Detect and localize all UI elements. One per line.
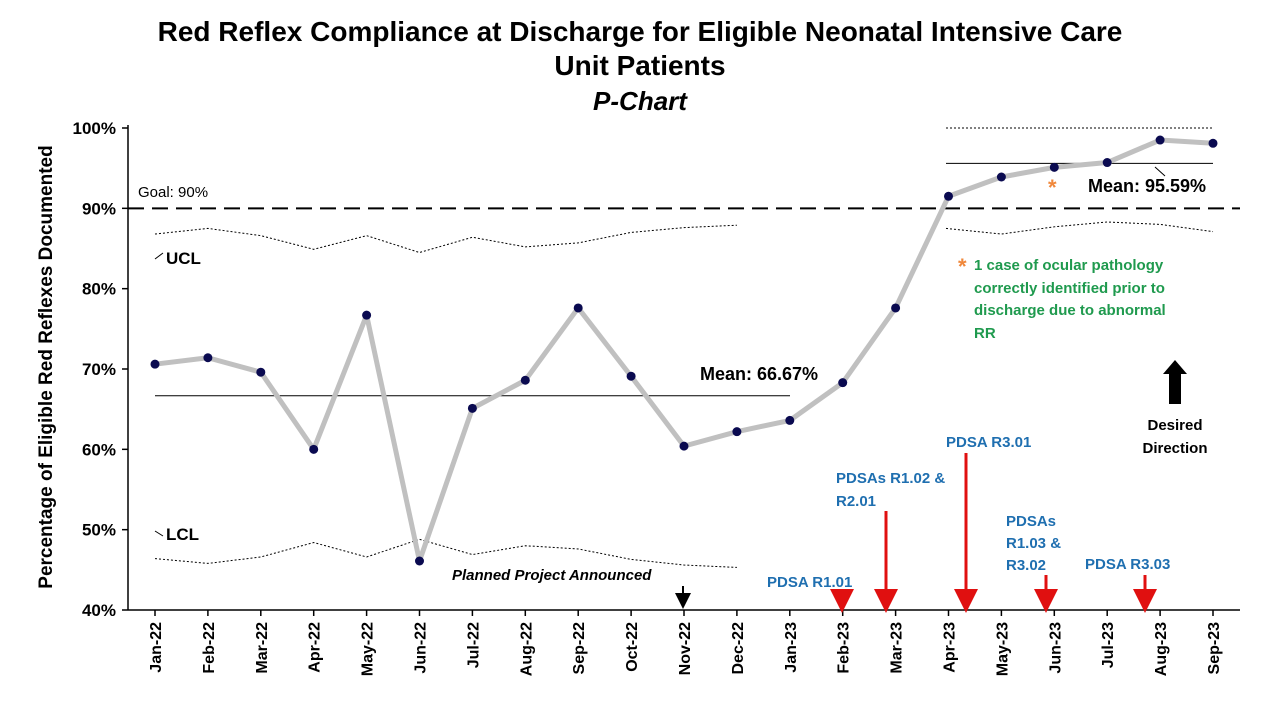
mean-label-phase2: Mean: 95.59% xyxy=(1088,176,1206,196)
data-point xyxy=(626,371,636,381)
data-point xyxy=(838,378,848,388)
data-point xyxy=(203,353,213,363)
desired-direction-arrow xyxy=(1163,360,1187,404)
x-tick-label: Feb-23 xyxy=(836,622,853,674)
data-point xyxy=(520,375,530,385)
y-tick-label: 90% xyxy=(82,199,116,218)
lcl-line-phase1 xyxy=(154,538,737,568)
data-point xyxy=(1208,138,1218,148)
series-line xyxy=(154,137,1214,564)
y-axis-ticks: 40% 50% 60% 70% 80% 90% 100% xyxy=(73,119,128,620)
pdsa-r103-label-line1: PDSAs xyxy=(1006,513,1056,530)
data-point xyxy=(679,441,689,451)
mean2-leader xyxy=(1154,166,1166,177)
pdsa-r102-label-line1: PDSAs R1.02 & xyxy=(836,470,945,487)
pdsa-r301-label: PDSA R3.01 xyxy=(946,434,1031,451)
x-tick-label: Jun-22 xyxy=(413,622,430,674)
y-tick-label: 100% xyxy=(73,119,116,138)
data-point xyxy=(573,303,583,313)
x-tick-label: Jun-23 xyxy=(1047,622,1064,674)
lcl-label: LCL xyxy=(166,525,199,544)
note-line1: 1 case of ocular pathology xyxy=(974,257,1164,274)
data-point xyxy=(415,556,424,566)
chart-title-line2: Unit Patients xyxy=(554,50,726,81)
note-line3: discharge due to abnormal xyxy=(974,302,1166,319)
x-tick-label: Dec-22 xyxy=(730,622,747,675)
note-line4: RR xyxy=(974,325,996,342)
data-point xyxy=(150,359,160,369)
goal-label: Goal: 90% xyxy=(138,184,208,201)
y-tick-label: 60% xyxy=(82,440,116,459)
y-tick-label: 40% xyxy=(82,601,116,620)
data-point xyxy=(256,367,266,377)
y-axis-label: Percentage of Eligible Red Reflexes Docu… xyxy=(36,145,57,588)
x-tick-label: Aug-22 xyxy=(518,622,535,676)
note-line2: correctly identified prior to xyxy=(974,280,1165,297)
desired-line2: Direction xyxy=(1142,440,1207,457)
pdsa-r103-label-line2: R1.03 & xyxy=(1006,535,1061,552)
chart-title-line1: Red Reflex Compliance at Discharge for E… xyxy=(157,16,1123,47)
x-tick-label: Sep-23 xyxy=(1206,622,1223,675)
x-tick-label: Jan-22 xyxy=(148,622,165,673)
pdsa-r303-label: PDSA R3.03 xyxy=(1085,556,1170,573)
data-point xyxy=(944,191,953,201)
data-point xyxy=(1102,158,1112,168)
y-tick-label: 50% xyxy=(82,521,116,540)
data-point xyxy=(996,172,1006,182)
x-tick-label: Nov-22 xyxy=(677,622,694,675)
data-point xyxy=(1155,135,1165,145)
x-tick-label: Jul-22 xyxy=(465,622,482,668)
x-tick-label: Sep-22 xyxy=(571,622,588,675)
x-tick-label: Feb-22 xyxy=(201,622,218,674)
desired-line1: Desired xyxy=(1147,417,1202,434)
pdsa-r101-label: PDSA R1.01 xyxy=(767,574,852,591)
x-tick-label: Aug-23 xyxy=(1153,622,1170,676)
chart-subtitle: P-Chart xyxy=(593,86,687,116)
ucl-label: UCL xyxy=(166,249,201,268)
x-tick-label: Jan-23 xyxy=(783,622,800,673)
data-points xyxy=(150,135,1218,566)
x-tick-label: Apr-22 xyxy=(307,622,324,673)
y-tick-label: 70% xyxy=(82,360,116,379)
x-tick-label: May-23 xyxy=(994,622,1011,676)
y-tick-label: 80% xyxy=(82,280,116,299)
pdsa-r103-label-line3: R3.02 xyxy=(1006,557,1046,574)
ucl-line-phase1 xyxy=(154,224,737,254)
lcl-leader xyxy=(154,530,164,537)
data-point xyxy=(785,415,795,425)
data-point xyxy=(891,303,901,313)
note-asterisk: * xyxy=(958,254,967,279)
mean-label-phase1: Mean: 66.67% xyxy=(700,364,818,384)
x-tick-label: May-22 xyxy=(360,622,377,676)
pdsa-r102-label-line2: R2.01 xyxy=(836,493,876,510)
control-limits xyxy=(154,127,1214,568)
data-point xyxy=(309,444,319,454)
x-axis-ticks: Jan-22 Feb-22 Mar-22 Apr-22 May-22 Jun-22 Jul-… xyxy=(148,610,1223,676)
x-tick-label: Jul-23 xyxy=(1100,622,1117,668)
data-point xyxy=(467,403,477,413)
x-tick-label: Mar-22 xyxy=(254,622,271,674)
ucl-leader xyxy=(154,252,164,260)
data-point xyxy=(362,310,372,320)
data-point xyxy=(732,427,742,437)
x-tick-label: Oct-22 xyxy=(624,622,641,672)
x-tick-label: Apr-23 xyxy=(942,622,959,673)
data-point xyxy=(1049,162,1059,172)
planned-project-label: Planned Project Announced xyxy=(452,567,652,584)
asterisk-marker: * xyxy=(1048,175,1057,200)
x-tick-label: Mar-23 xyxy=(889,622,906,674)
lcl-line-phase2 xyxy=(945,221,1214,235)
